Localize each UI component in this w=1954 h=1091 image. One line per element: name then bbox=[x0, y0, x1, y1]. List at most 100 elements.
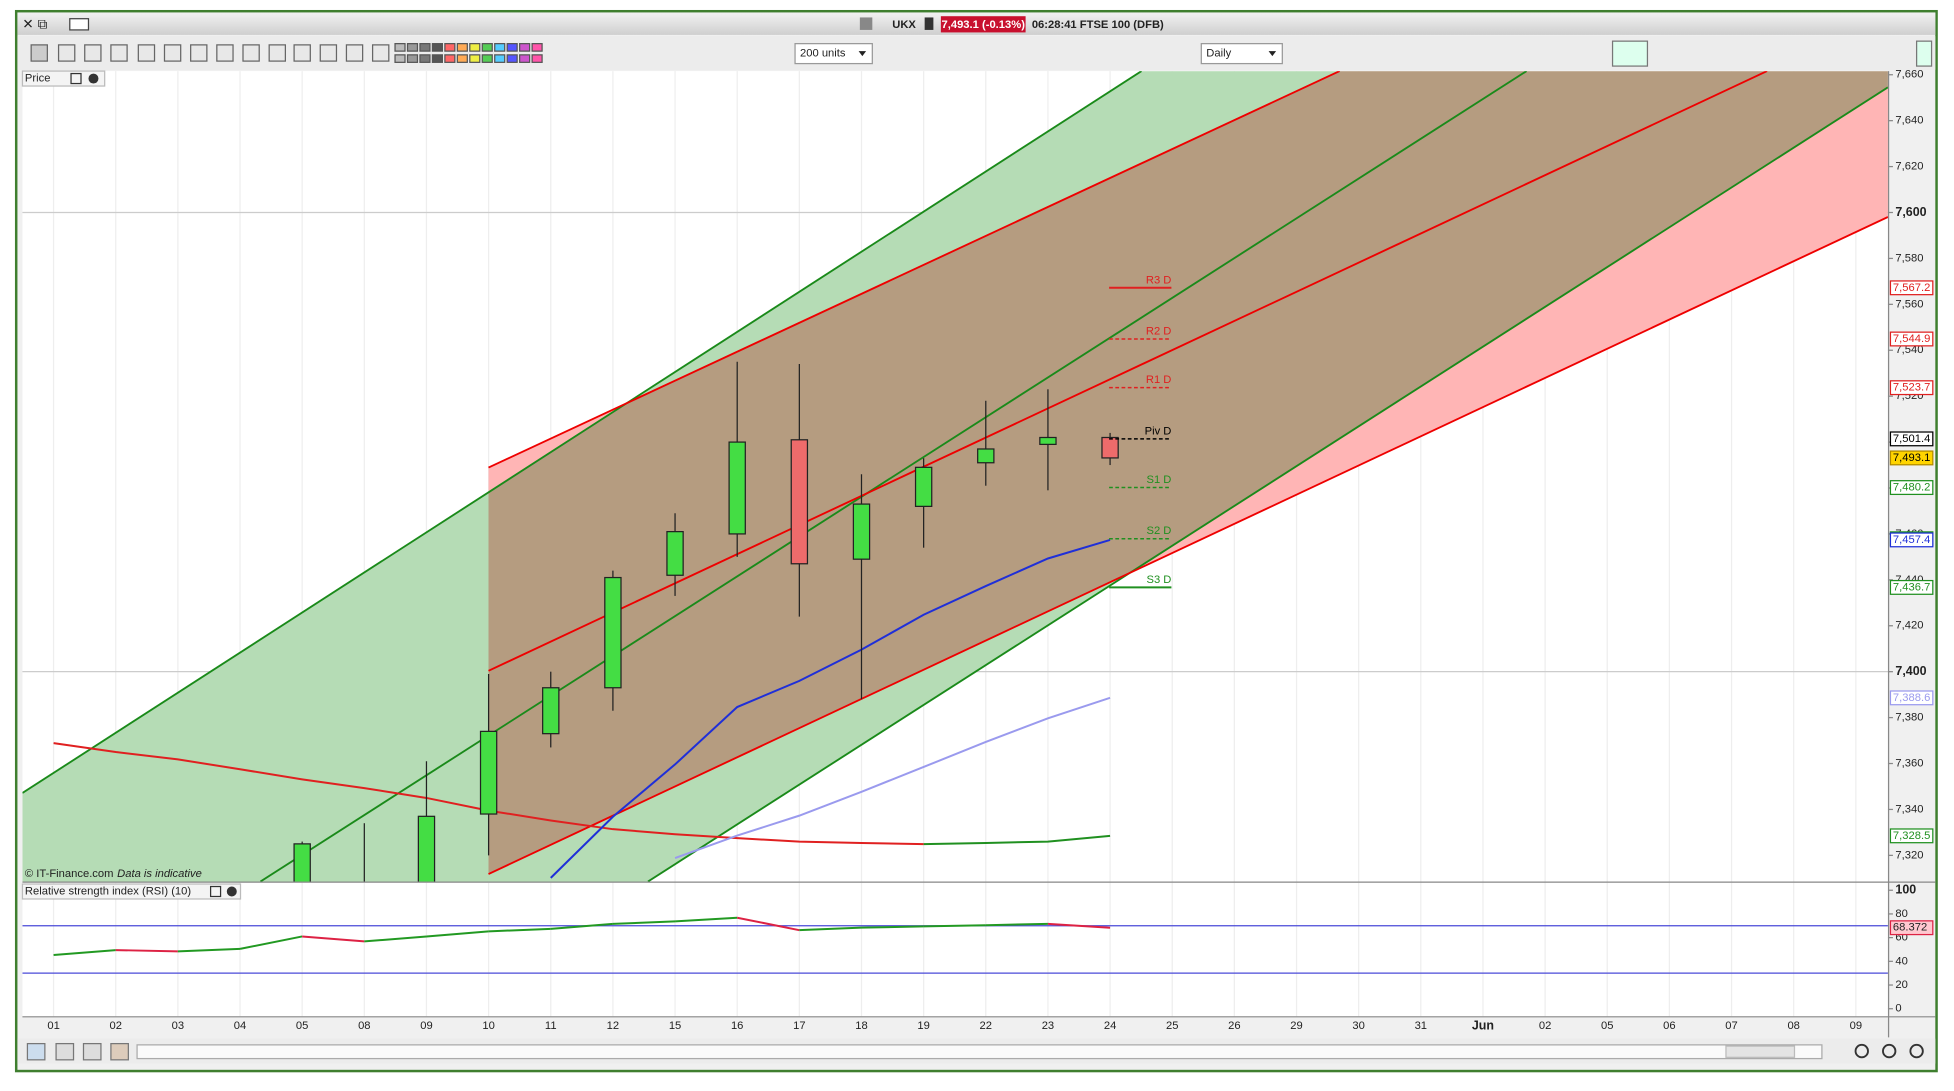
tool-button[interactable] bbox=[82, 1042, 102, 1061]
axis-label-box bbox=[1889, 920, 1934, 936]
tool-icon[interactable] bbox=[57, 44, 76, 62]
tool-icon[interactable] bbox=[137, 44, 156, 62]
rsi-segment bbox=[177, 947, 241, 953]
dropdown-arrow bbox=[858, 51, 867, 57]
axis-label-box bbox=[1889, 579, 1934, 595]
tool-icon[interactable] bbox=[110, 44, 128, 62]
axis-label-box bbox=[1889, 280, 1934, 296]
zoom-in-icon[interactable] bbox=[1909, 1043, 1924, 1059]
tool-button[interactable] bbox=[55, 1042, 75, 1061]
tool-icon[interactable] bbox=[319, 44, 338, 62]
color-swatch[interactable] bbox=[406, 54, 419, 63]
tool-icon[interactable] bbox=[163, 44, 182, 62]
close-panel-icon[interactable] bbox=[88, 73, 99, 84]
color-swatch[interactable] bbox=[431, 54, 444, 63]
color-swatch[interactable] bbox=[394, 43, 406, 52]
channel-line bbox=[488, 71, 1768, 672]
side-button[interactable] bbox=[1915, 40, 1933, 67]
color-swatch[interactable] bbox=[531, 54, 543, 63]
price-badge bbox=[940, 16, 1026, 33]
color-swatch[interactable] bbox=[494, 54, 506, 63]
y-tick-label: 7,340 bbox=[1895, 803, 1923, 815]
color-swatch[interactable] bbox=[519, 43, 531, 52]
symbol: UKX bbox=[892, 19, 916, 31]
color-swatch[interactable] bbox=[456, 43, 468, 52]
rsi-segment bbox=[364, 935, 427, 943]
candle-body bbox=[1039, 436, 1057, 446]
y-tick-label: 7,360 bbox=[1895, 757, 1923, 769]
axis-label: 7,480.2 bbox=[1893, 482, 1930, 494]
color-swatch[interactable] bbox=[506, 43, 518, 52]
maximize-icon[interactable] bbox=[209, 885, 222, 898]
color-swatch[interactable] bbox=[494, 43, 506, 52]
tool-icon[interactable] bbox=[30, 44, 48, 62]
color-swatch[interactable] bbox=[419, 54, 431, 63]
pivot-name: S1 D bbox=[1147, 474, 1172, 486]
interval-select[interactable] bbox=[1200, 43, 1283, 65]
color-swatch[interactable] bbox=[456, 54, 468, 63]
rsi-segment bbox=[550, 922, 613, 930]
color-swatch[interactable] bbox=[506, 54, 518, 63]
axis-label-box bbox=[1889, 690, 1934, 706]
color-swatch[interactable] bbox=[406, 43, 419, 52]
axis-label: 7,388.6 bbox=[1893, 692, 1930, 704]
candle-body bbox=[728, 441, 746, 535]
rsi-segment bbox=[612, 920, 676, 925]
keyboard-icon[interactable] bbox=[69, 18, 90, 31]
axis-label: 7,436.7 bbox=[1893, 581, 1930, 593]
zoom-icon[interactable] bbox=[1854, 1043, 1869, 1059]
axis-label: 7,328.5 bbox=[1893, 830, 1930, 842]
color-swatch[interactable] bbox=[469, 54, 481, 63]
color-swatch[interactable] bbox=[431, 43, 444, 52]
color-swatch[interactable] bbox=[394, 54, 406, 63]
scroll-thumb[interactable] bbox=[1725, 1045, 1796, 1058]
close-panel-icon[interactable] bbox=[226, 886, 237, 897]
color-swatch[interactable] bbox=[531, 43, 543, 52]
scrollbar[interactable] bbox=[136, 1044, 1823, 1060]
maximize-icon[interactable] bbox=[70, 72, 82, 85]
zoom-out-icon[interactable] bbox=[1882, 1043, 1897, 1059]
tool-icon[interactable] bbox=[242, 44, 260, 62]
y-tick-label: 7,600 bbox=[1895, 205, 1926, 219]
y-tick-label: 40 bbox=[1895, 955, 1907, 967]
color-swatch[interactable] bbox=[481, 54, 493, 63]
rsi-segment bbox=[239, 935, 303, 950]
pin-icon[interactable] bbox=[859, 17, 873, 30]
tool-icon[interactable] bbox=[293, 44, 311, 62]
close-icon[interactable]: ✕ ⧉ bbox=[22, 17, 47, 32]
color-swatch[interactable] bbox=[419, 43, 431, 52]
chart-type-button[interactable] bbox=[1611, 40, 1649, 67]
info-icon[interactable] bbox=[924, 17, 934, 30]
color-swatch[interactable] bbox=[444, 43, 456, 52]
color-swatch[interactable] bbox=[519, 54, 531, 63]
tool-icon[interactable] bbox=[371, 44, 390, 62]
units-select[interactable] bbox=[794, 43, 873, 65]
y-tick-label: 7,640 bbox=[1895, 115, 1923, 127]
tool-icon[interactable] bbox=[84, 44, 102, 62]
tool-icon[interactable] bbox=[268, 44, 286, 62]
rsi-segment bbox=[302, 935, 365, 943]
tool-button[interactable] bbox=[26, 1042, 46, 1061]
x-tick-label: 23 bbox=[1042, 1020, 1054, 1032]
tool-button[interactable] bbox=[110, 1042, 129, 1061]
x-tick-label: 19 bbox=[917, 1020, 929, 1032]
x-tick-label: 30 bbox=[1352, 1020, 1364, 1032]
color-swatch[interactable] bbox=[469, 43, 481, 52]
x-tick-label: 01 bbox=[47, 1020, 59, 1032]
tool-icon[interactable] bbox=[190, 44, 208, 62]
rsi-header bbox=[21, 883, 242, 900]
tool-icon[interactable] bbox=[345, 44, 364, 62]
y-tick-label: 7,400 bbox=[1895, 664, 1926, 678]
axis-label: 7,567.2 bbox=[1893, 282, 1930, 294]
color-swatch[interactable] bbox=[481, 43, 493, 52]
candle-body bbox=[666, 531, 684, 576]
rsi-segment bbox=[426, 930, 489, 938]
tool-icon[interactable] bbox=[216, 44, 234, 62]
ma-line bbox=[550, 538, 1111, 879]
x-tick-label: 31 bbox=[1415, 1020, 1427, 1032]
axis-label-box bbox=[1889, 380, 1934, 396]
x-tick-label: 09 bbox=[1850, 1020, 1862, 1032]
color-swatch[interactable] bbox=[444, 54, 456, 63]
rsi-segment bbox=[115, 949, 178, 953]
